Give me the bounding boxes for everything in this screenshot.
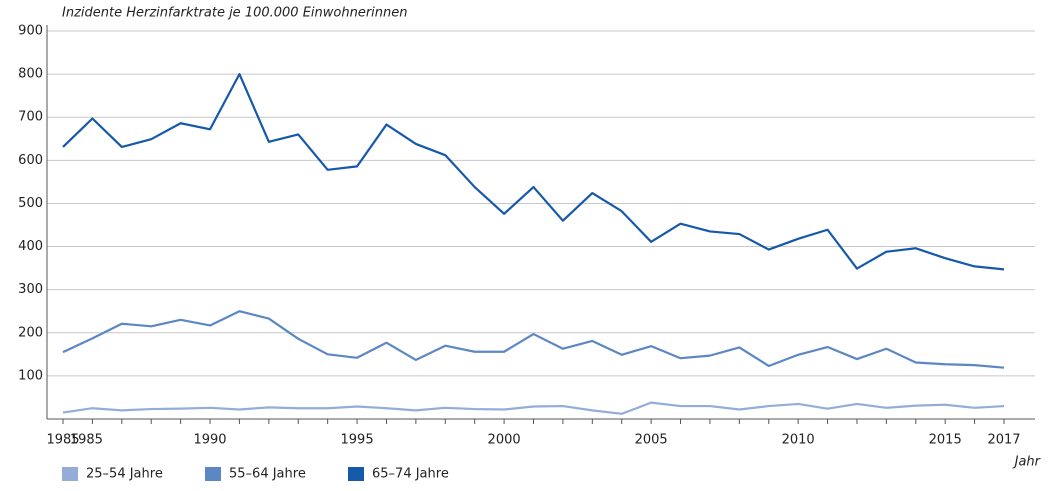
legend-label: 25–54 Jahre (86, 467, 163, 482)
x-tick-label: 2000 (488, 433, 521, 448)
legend-swatch (348, 467, 364, 481)
x-tick-label: 2015 (929, 433, 962, 448)
x-axis-label: Jahr (1012, 455, 1042, 470)
legend-label: 65–74 Jahre (372, 467, 449, 482)
x-tick-label: 1985 (46, 433, 79, 448)
series-line (62, 310, 1005, 369)
y-tick-label: 800 (18, 67, 43, 82)
legend-swatch (62, 467, 78, 481)
x-tick-label: 2010 (782, 433, 815, 448)
x-tick-label: 1995 (341, 433, 374, 448)
y-tick-label: 900 (18, 24, 43, 39)
y-tick-label: 600 (18, 153, 43, 168)
x-tick-label: 2017 (987, 433, 1020, 448)
series-line (62, 73, 1005, 271)
y-tick-label: 700 (18, 110, 43, 125)
y-tick-label: 400 (18, 239, 43, 254)
series-line (62, 401, 1005, 415)
y-tick-label: 500 (18, 196, 43, 211)
y-tick-label: 300 (18, 282, 43, 297)
x-tick-label: 1985 (70, 433, 103, 448)
y-tick-label: 200 (18, 325, 43, 340)
x-tick-label: 2005 (635, 433, 668, 448)
chart-title: Inzidente Herzinfarktrate je 100.000 Ein… (62, 6, 408, 21)
x-tick-label: 1990 (193, 433, 226, 448)
legend-swatch (205, 467, 221, 481)
y-tick-label: 100 (18, 368, 43, 383)
legend-label: 55–64 Jahre (229, 467, 306, 482)
